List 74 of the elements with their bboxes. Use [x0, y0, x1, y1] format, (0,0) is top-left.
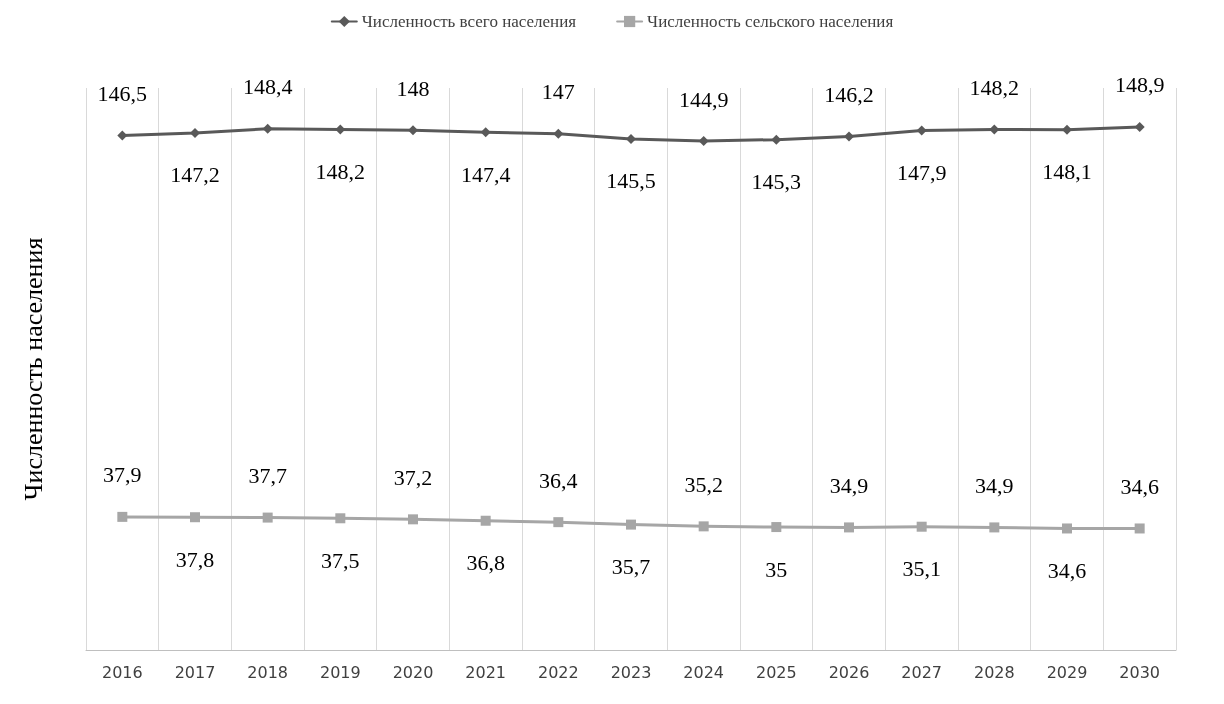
point	[480, 127, 491, 138]
data-label: 37,2	[393, 464, 433, 490]
x-tick-label: 2020	[392, 662, 434, 682]
data-label: 148,4	[242, 74, 293, 100]
point	[844, 522, 854, 533]
x-tick-label: 2029	[1046, 662, 1088, 682]
point	[1062, 124, 1072, 135]
data-label: 34,9	[975, 472, 1014, 498]
x-tick-label: 2030	[1119, 662, 1161, 682]
x-tick-label: 2026	[828, 662, 870, 682]
point	[408, 125, 418, 136]
x-tick-label: 2028	[973, 662, 1015, 682]
data-label: 146,2	[824, 81, 874, 107]
x-tick-label: 2019	[319, 662, 361, 682]
x-tick-label: 2022	[537, 662, 579, 682]
y-axis-title: Численность населения	[18, 237, 48, 501]
x-tick-label: 2023	[610, 662, 652, 682]
point	[190, 512, 200, 523]
data-label: 148	[396, 75, 430, 101]
data-label: 34,6	[1047, 557, 1087, 583]
data-label: 35,2	[684, 471, 723, 497]
x-tick-label: 2018	[247, 662, 289, 682]
data-label: 148,2	[969, 74, 1020, 100]
point	[626, 519, 636, 530]
point	[1134, 121, 1145, 132]
x-tick-label: 2021	[465, 662, 507, 682]
data-label: 147,9	[896, 160, 947, 185]
data-label: 36,4	[539, 467, 578, 493]
data-label: 37,5	[321, 547, 360, 573]
data-label: 144,9	[678, 86, 729, 112]
data-label: 35,7	[611, 554, 651, 580]
data-label: 148,1	[1042, 159, 1092, 185]
point	[698, 521, 709, 532]
point	[117, 130, 128, 141]
data-label: 35,1	[902, 556, 941, 582]
data-label: 147	[541, 79, 575, 105]
point	[916, 125, 927, 136]
data-label: 34,9	[829, 472, 869, 498]
point	[190, 127, 200, 138]
data-label: 34,6	[1120, 473, 1159, 499]
data-label: 37,9	[103, 462, 142, 488]
point	[1062, 523, 1072, 534]
x-tick-label: 2024	[683, 662, 725, 682]
data-label: 36,8	[466, 550, 505, 576]
point	[553, 128, 564, 139]
legend-label: Численность всего населения	[361, 12, 577, 31]
data-label: 148,2	[315, 158, 366, 184]
point	[262, 512, 273, 523]
data-label: 145,5	[606, 168, 656, 194]
data-label: 37,7	[248, 463, 287, 489]
data-label: 145,3	[751, 169, 802, 195]
point	[1134, 523, 1145, 534]
x-tick-label: 2016	[101, 662, 143, 682]
data-label: 37,8	[175, 546, 215, 572]
data-label: 146,5	[97, 80, 148, 106]
x-tick-label: 2025	[755, 662, 797, 682]
point	[626, 133, 636, 144]
point	[408, 514, 418, 525]
point	[480, 515, 491, 526]
data-label: 35	[765, 556, 788, 582]
point	[553, 517, 564, 528]
point	[262, 123, 273, 134]
point	[989, 522, 1000, 533]
data-label: 147,4	[460, 161, 511, 187]
point	[335, 513, 346, 524]
point	[916, 521, 927, 532]
legend-label: Численность сельского населения	[647, 12, 894, 31]
x-tick-label: 2017	[174, 662, 216, 682]
data-label: 148,9	[1114, 72, 1165, 98]
point	[117, 511, 128, 522]
data-label: 147,2	[170, 162, 220, 188]
x-tick-label: 2027	[901, 662, 943, 682]
point	[844, 131, 854, 142]
point	[771, 522, 782, 533]
